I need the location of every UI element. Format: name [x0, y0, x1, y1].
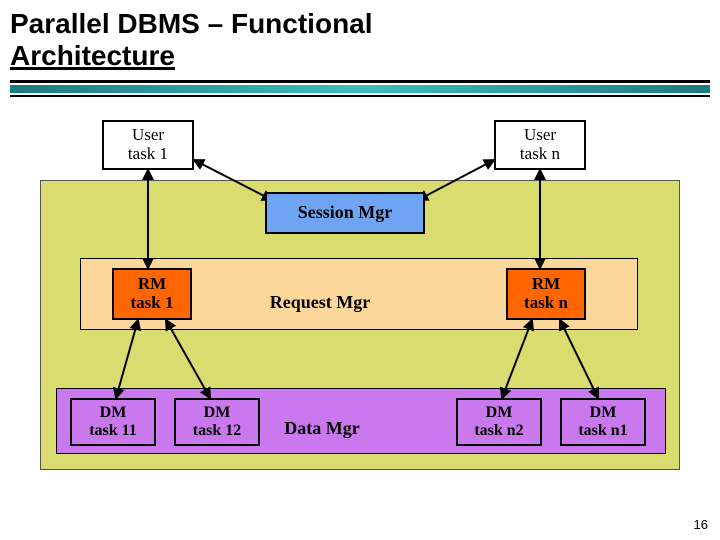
edge-user1-session [194, 160, 272, 200]
node-dm12-line2: task 12 [193, 422, 241, 440]
node-dmn1-line2: task n1 [578, 422, 627, 440]
node-user1-line2: task 1 [128, 145, 168, 164]
edge-rmn-dmn1 [560, 320, 598, 398]
node-dm11: DMtask 11 [70, 398, 156, 446]
edge-rmn-dmn2 [502, 320, 532, 398]
node-rmn-line1: RM [532, 275, 560, 294]
edge-rm1-dm12 [166, 320, 210, 398]
node-session-line1: Session Mgr [298, 203, 393, 223]
node-user1-line1: User [132, 126, 164, 145]
edge-rm1-dm11 [116, 320, 138, 398]
title-underline [10, 80, 710, 83]
node-usern-line2: task n [520, 145, 560, 164]
node-user1: Usertask 1 [102, 120, 194, 170]
node-rm1: RMtask 1 [112, 268, 192, 320]
node-dm11-line2: task 11 [89, 422, 137, 440]
node-session: Session Mgr [265, 192, 425, 234]
node-dm12: DMtask 12 [174, 398, 260, 446]
teal-accent-bar [10, 85, 710, 93]
edge-usern-session [418, 160, 494, 200]
node-dmn2: DMtask n2 [456, 398, 542, 446]
title-line-1: Parallel DBMS – Functional [10, 8, 373, 40]
node-usern-line1: User [524, 126, 556, 145]
thin-rule [10, 95, 710, 97]
page-number: 16 [694, 517, 708, 532]
node-rm1-line1: RM [138, 275, 166, 294]
title-line-2: Architecture [10, 40, 373, 72]
node-rm1-line2: task 1 [131, 294, 174, 313]
diagram-canvas: Request MgrData MgrUsertask 1Usertask nS… [40, 120, 680, 500]
title-rule-group [10, 80, 710, 97]
node-usern: Usertask n [494, 120, 586, 170]
slide-title: Parallel DBMS – Functional Architecture [10, 8, 373, 72]
node-dmn2-line2: task n2 [474, 422, 523, 440]
node-dmn1-line1: DM [590, 404, 617, 422]
node-dmn1: DMtask n1 [560, 398, 646, 446]
node-dm11-line1: DM [100, 404, 127, 422]
node-dm12-line1: DM [204, 404, 231, 422]
node-dmn2-line1: DM [486, 404, 513, 422]
node-rmn-line2: task n [524, 294, 568, 313]
node-rmn: RMtask n [506, 268, 586, 320]
